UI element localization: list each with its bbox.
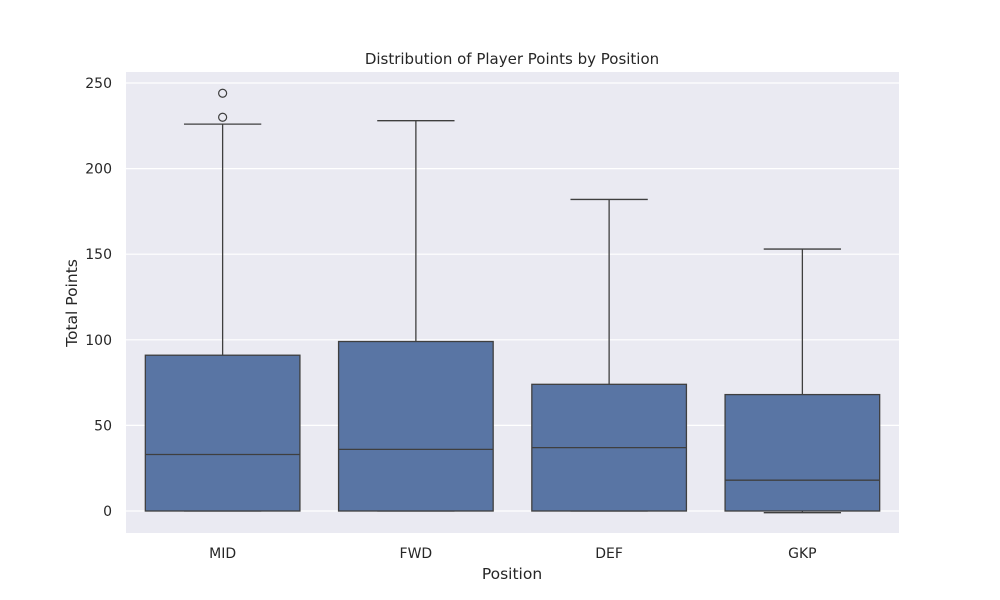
x-tick-label: MID bbox=[209, 546, 236, 562]
y-tick-label: 250 bbox=[85, 76, 112, 92]
y-tick-label: 50 bbox=[94, 418, 112, 434]
y-axis-ticks: 0 50 100 150 200 250 bbox=[85, 76, 112, 520]
y-tick-label: 0 bbox=[103, 504, 112, 520]
outlier-point bbox=[218, 112, 228, 122]
x-axis-label: Position bbox=[482, 565, 542, 583]
x-axis-ticks: MID FWD DEF GKP bbox=[209, 546, 816, 562]
box-mid bbox=[144, 88, 301, 512]
x-tick-label: DEF bbox=[595, 546, 623, 562]
box-def bbox=[531, 198, 688, 512]
x-tick-label: GKP bbox=[788, 546, 816, 562]
iqr-box bbox=[724, 393, 881, 512]
iqr-box bbox=[337, 340, 494, 512]
y-tick-label: 100 bbox=[85, 333, 112, 349]
iqr-box bbox=[144, 354, 301, 512]
y-axis-label: Total Points bbox=[63, 259, 81, 348]
y-tick-label: 150 bbox=[85, 247, 112, 263]
boxes bbox=[144, 88, 881, 514]
box-gkp bbox=[724, 248, 881, 514]
x-tick-label: FWD bbox=[400, 546, 433, 562]
chart-title: Distribution of Player Points by Positio… bbox=[365, 50, 659, 68]
box-fwd bbox=[337, 120, 494, 512]
outlier-point bbox=[218, 88, 228, 98]
y-tick-label: 200 bbox=[85, 162, 112, 178]
